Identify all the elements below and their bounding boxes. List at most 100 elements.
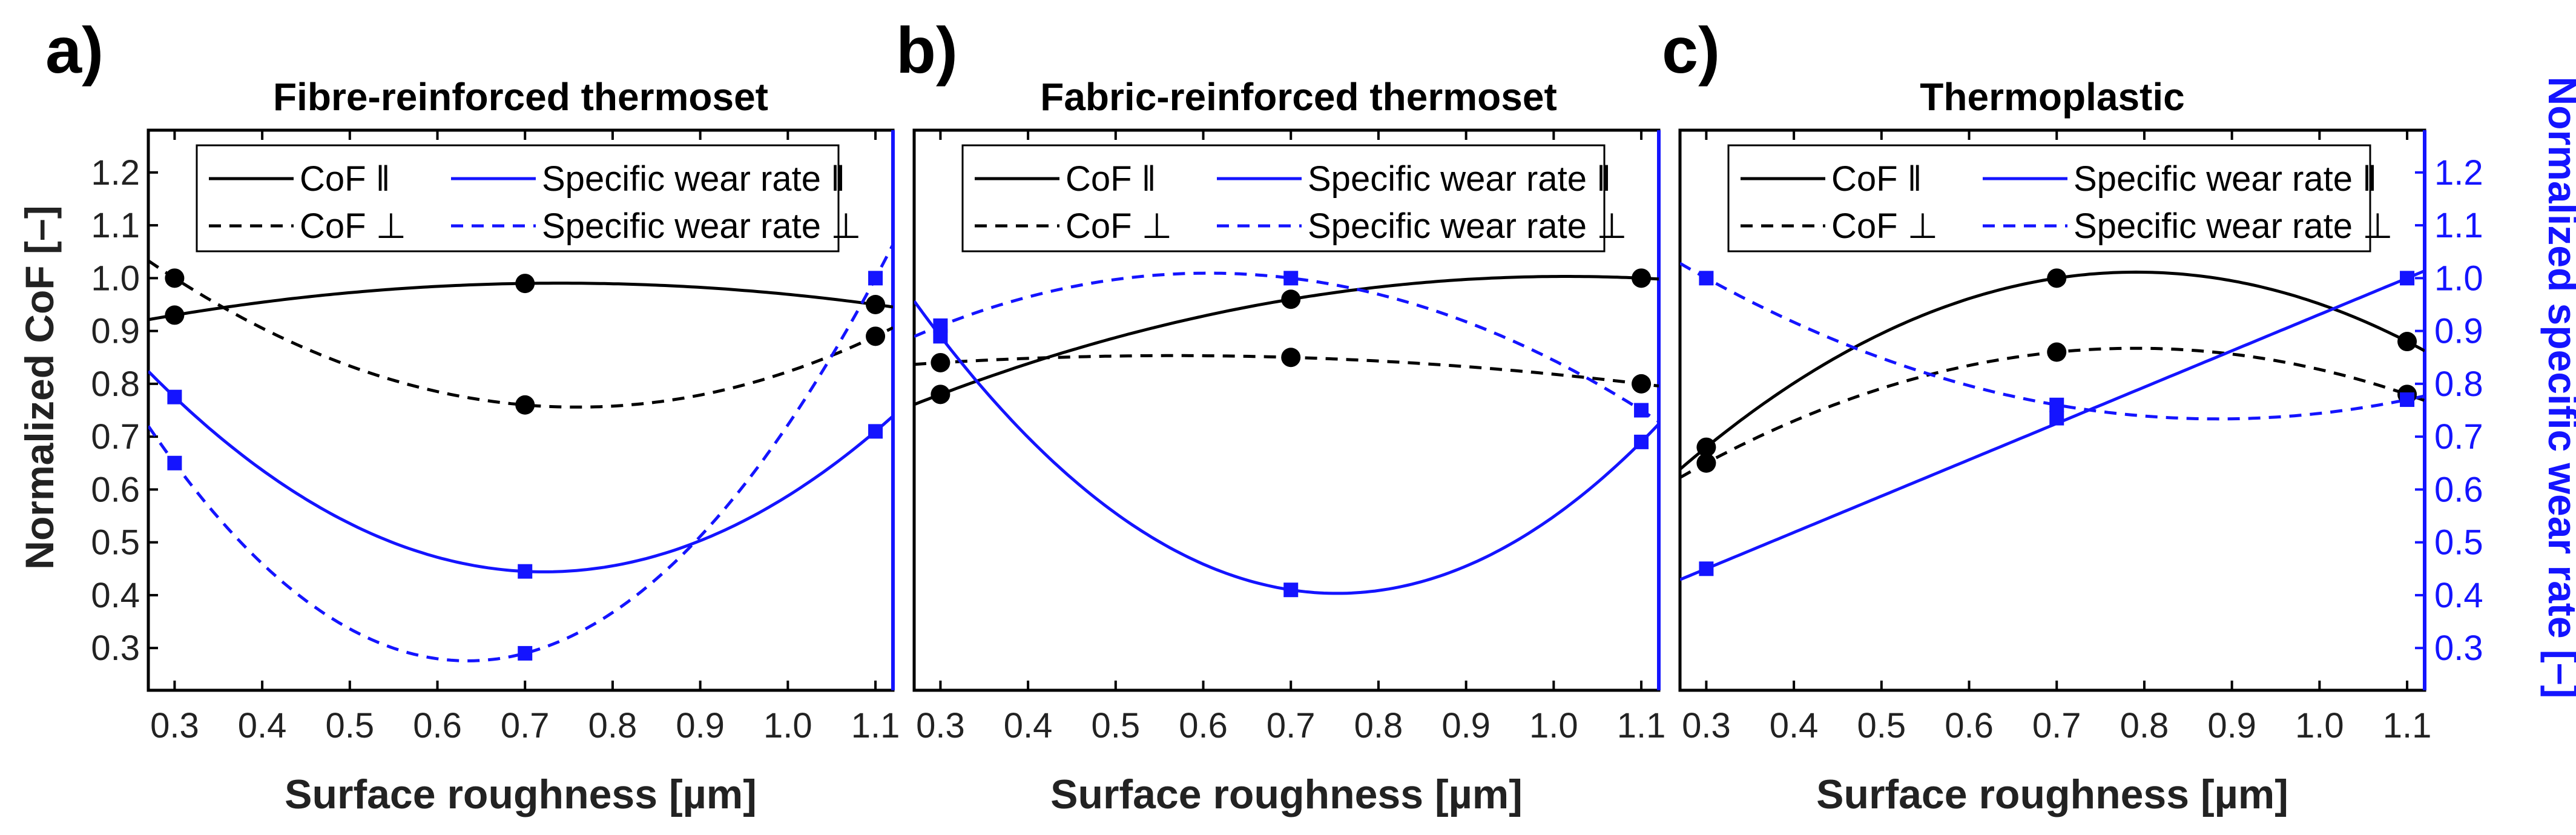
panel-label: b) [896,13,958,87]
data-point-cof_par [2047,268,2067,288]
data-point-cof_par [515,274,535,294]
x-tick-label: 0.5 [1092,706,1141,745]
legend-label-wear_par: Specific wear rate ‖ [1308,159,1611,199]
x-tick-label: 0.4 [1770,706,1819,745]
x-tick-label: 0.9 [1441,706,1491,745]
x-tick-label: 0.4 [1004,706,1053,745]
y-tick-label-right: 1.0 [2434,259,2483,298]
legend-label-cof_perp: CoF ⊥ [300,206,406,246]
x-tick-label: 0.6 [1179,706,1228,745]
data-point-wear_par [1699,561,1714,576]
legend-label-wear_par: Specific wear rate ‖ [542,159,845,199]
x-tick-label: 0.5 [326,706,375,745]
legend-label-cof_par: CoF ‖ [300,159,390,199]
legend: CoF ‖ Specific wear rate ‖ CoF ⊥ Specific w… [196,144,861,252]
x-tick-label: 0.6 [413,706,462,745]
y-tick-label: 0.9 [91,312,140,351]
x-tick-label: 0.5 [1857,706,1906,745]
data-point-wear_par [518,564,533,579]
data-point-wear_par [167,389,182,404]
data-point-wear_perp [2400,392,2415,408]
y-tick-label: 0.8 [91,365,140,404]
y-axis-right-label: Normalized specific wear rate [–] [2540,76,2576,698]
data-point-wear_perp [1634,403,1649,418]
panel-title: Fabric-reinforced thermoset [1040,75,1557,119]
data-point-wear_perp [518,645,533,661]
x-tick-label: 1.0 [763,706,812,745]
panel-label: c) [1662,13,1720,87]
data-point-cof_par [2397,332,2417,352]
data-point-cof_par [1632,268,1652,288]
x-tick-label: 0.8 [588,706,637,745]
x-tick-label: 0.7 [501,706,550,745]
data-point-cof_par [165,305,185,325]
x-tick-label: 0.7 [1267,706,1316,745]
legend-label-cof_par: CoF ‖ [1831,159,1922,199]
data-point-wear_par [1283,583,1299,598]
x-tick-label: 0.3 [150,706,199,745]
data-point-cof_par [1281,289,1301,309]
x-axis-label: Surface roughness [µm] [1050,771,1523,817]
panel-title: Fibre-reinforced thermoset [273,75,768,119]
x-tick-label: 1.1 [851,706,900,745]
panel-a: a) Fibre-reinforced thermoset 0.3 0.4 0.5 0.6… [45,13,900,817]
y-tick-label-right: 1.2 [2434,153,2483,193]
y-tick-label-right: 0.9 [2434,312,2483,351]
x-axis-label: Surface roughness [µm] [285,771,757,817]
series-line-wear_par [914,300,1659,595]
panels: a) Fibre-reinforced thermoset 0.3 0.4 0.5 0.6… [45,13,2483,817]
x-tick-label: 1.1 [2383,706,2432,745]
data-point-cof_par [1696,437,1716,457]
y-tick-label: 1.0 [91,259,140,298]
panel-b: b) Fabric-reinforced thermoset 0.3 0.4 0.5 0.… [896,13,1665,817]
data-point-wear_perp [868,271,883,286]
data-point-wear_perp [2049,397,2064,412]
legend-box [1727,144,2371,252]
x-tick-label: 0.3 [916,706,965,745]
y-tick-label-right: 0.6 [2434,470,2483,509]
data-point-cof_perp [1632,374,1652,394]
panel-title: Thermoplastic [1920,75,2184,119]
data-point-wear_par [868,424,883,439]
data-point-cof_perp [165,268,185,288]
series-group [914,271,1659,595]
series-line-cof_par [1680,270,2425,470]
data-point-cof_perp [2047,342,2067,362]
legend-label-wear_perp: Specific wear rate ⊥ [1308,206,1627,246]
data-point-cof_perp [931,352,950,372]
y-tick-label: 0.6 [91,470,140,509]
y-tick-label-right: 0.4 [2434,576,2483,615]
x-axis-label: Surface roughness [µm] [1816,771,2288,817]
x-tick-label: 0.4 [238,706,287,745]
y-tick-label-right: 0.3 [2434,629,2483,668]
data-point-cof_perp [1281,348,1301,368]
legend: CoF ‖ Specific wear rate ‖ CoF ⊥ Specific w… [1727,144,2393,252]
legend-label-wear_par: Specific wear rate ‖ [2074,159,2377,199]
data-point-wear_perp [167,455,182,470]
data-point-cof_perp [866,326,886,346]
data-point-wear_par [2400,271,2415,286]
x-tick-label: 1.1 [1617,706,1666,745]
x-tick-label: 1.0 [2295,706,2344,745]
x-tick-label: 0.6 [1945,706,1994,745]
data-point-wear_perp [933,318,948,333]
legend-box [196,144,840,252]
legend-label-wear_perp: Specific wear rate ⊥ [2074,206,2393,246]
panel-c: c) Thermoplastic 0.3 0.4 0.5 0.6 0.7 0.8 0.9 1.0 1… [1662,13,2483,817]
y-tick-label: 0.7 [91,417,140,457]
legend-label-cof_perp: CoF ⊥ [1831,206,1938,246]
y-tick-label: 0.5 [91,523,140,563]
data-point-wear_par [1634,434,1649,449]
y-tick-label-right: 0.5 [2434,523,2483,563]
y-tick-label: 1.1 [91,206,140,245]
data-point-wear_par [2049,411,2064,426]
legend-label-wear_perp: Specific wear rate ⊥ [542,206,861,246]
x-tick-label: 0.8 [2120,706,2169,745]
x-tick-label: 0.3 [1682,706,1731,745]
data-point-wear_perp [1283,271,1299,286]
series-line-wear_perp [148,243,893,662]
legend-label-cof_perp: CoF ⊥ [1066,206,1172,246]
x-tick-label: 1.0 [1529,706,1578,745]
legend-label-cof_par: CoF ‖ [1066,159,1156,199]
